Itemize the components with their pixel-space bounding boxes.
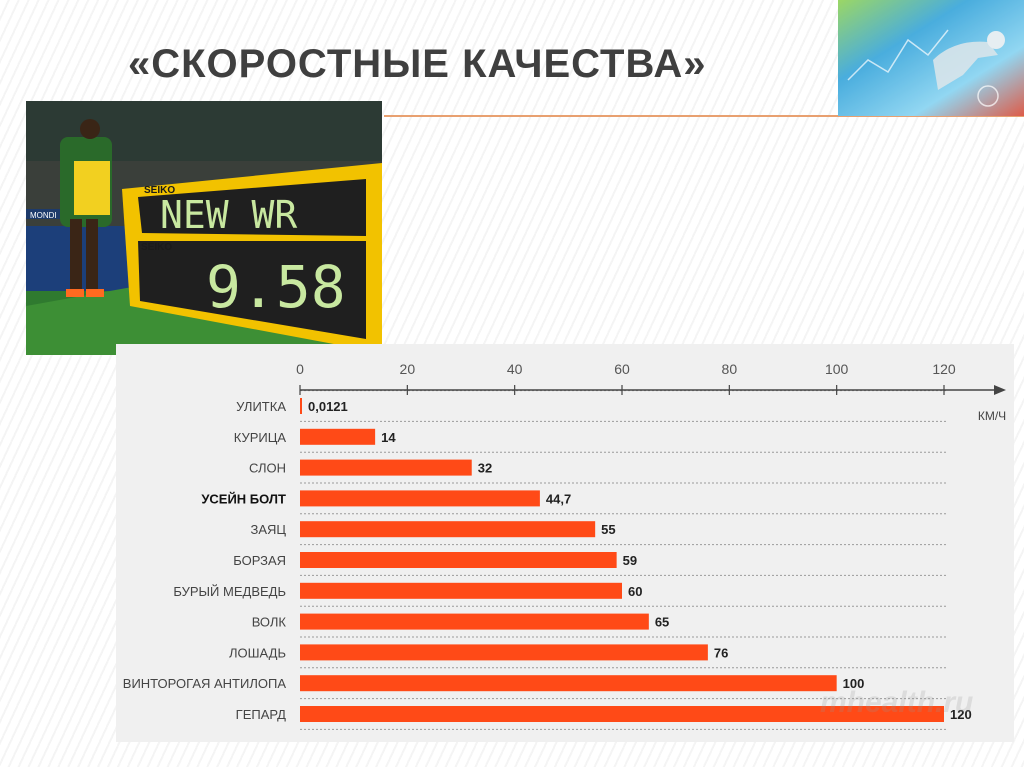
bars: [300, 398, 944, 722]
category-label: БОРЗАЯ: [233, 553, 286, 568]
watermark: mhealth.ru: [820, 686, 974, 719]
value-label: 60: [628, 584, 642, 599]
value-label: 44,7: [546, 491, 571, 506]
category-label: ВОЛК: [252, 615, 287, 630]
x-tick-label: 60: [614, 361, 630, 377]
category-label: УСЕЙН БОЛТ: [201, 491, 286, 506]
category-label: УЛИТКА: [236, 399, 286, 414]
value-label: 59: [623, 553, 637, 568]
x-tick-label: 0: [296, 361, 304, 377]
category-label: СЛОН: [249, 461, 286, 476]
value-label: 14: [381, 430, 396, 445]
scoreboard-time: 9.58: [206, 253, 346, 321]
scoreboard-photo-graphic: MONDI SEIKO SEIKO NEW WR 9.58: [26, 101, 382, 355]
bar: [300, 644, 708, 661]
corner-sprinter-image: [838, 0, 1024, 116]
value-label: 100: [843, 676, 865, 691]
x-tick-label: 120: [932, 361, 956, 377]
bar: [300, 521, 596, 538]
scoreboard-brand: SEIKO: [144, 185, 175, 196]
sprinter-graphic: [838, 0, 1024, 116]
x-tick-label: 40: [507, 361, 523, 377]
labels: УЛИТКА 0,0121 КУРИЦА 14 СЛОН 32 УСЕЙН БОЛТ 44,7…: [123, 399, 972, 722]
x-tick-label: 100: [825, 361, 849, 377]
value-label: 76: [714, 645, 728, 660]
x-axis: 0 20 40 60 80 100 120 КМ/Ч: [296, 361, 1006, 423]
value-label: 120: [950, 707, 972, 722]
speed-chart-panel: 0 20 40 60 80 100 120 КМ/Ч УЛИТКА 0,0121 КУРИЦА 14…: [116, 344, 1014, 742]
category-label: БУРЫЙ МЕДВЕДЬ: [173, 584, 286, 599]
bar: [300, 398, 302, 414]
unit-label: КМ/Ч: [978, 409, 1006, 423]
bar: [300, 552, 617, 568]
grid-lines: [300, 390, 948, 730]
world-record-photo: MONDI SEIKO SEIKO NEW WR 9.58: [26, 101, 382, 355]
category-label: ЛОШАДЬ: [229, 645, 286, 660]
bar: [300, 706, 944, 722]
title-underline: [384, 115, 1024, 117]
x-tick-label: 80: [722, 361, 738, 377]
x-axis-arrow: [994, 385, 1006, 395]
category-label: ЗАЯЦ: [250, 522, 286, 537]
x-tick-label: 20: [400, 361, 416, 377]
value-label: 0,0121: [308, 399, 348, 414]
category-label: ГЕПАРД: [236, 707, 287, 722]
scoreboard-brand-2: SEIKO: [141, 242, 172, 253]
bar: [300, 490, 540, 507]
slide-title: «СКОРОСТНЫЕ КАЧЕСТВА»: [128, 42, 707, 86]
category-label: ВИНТОРОГАЯ АНТИЛОПА: [123, 676, 287, 691]
value-label: 32: [478, 461, 492, 476]
athlete-figure: [60, 119, 112, 297]
bar: [300, 613, 649, 630]
value-label: 65: [655, 615, 669, 630]
bar: [300, 582, 622, 599]
banner-text: MONDI: [30, 211, 57, 220]
scoreboard-new-wr: NEW WR: [160, 193, 297, 237]
bar: [300, 675, 837, 692]
bar: [300, 428, 376, 445]
value-label: 55: [601, 522, 615, 537]
bar: [300, 459, 472, 476]
speed-bar-chart: 0 20 40 60 80 100 120 КМ/Ч УЛИТКА 0,0121 КУРИЦА 14…: [123, 361, 1006, 730]
category-label: КУРИЦА: [234, 430, 287, 445]
